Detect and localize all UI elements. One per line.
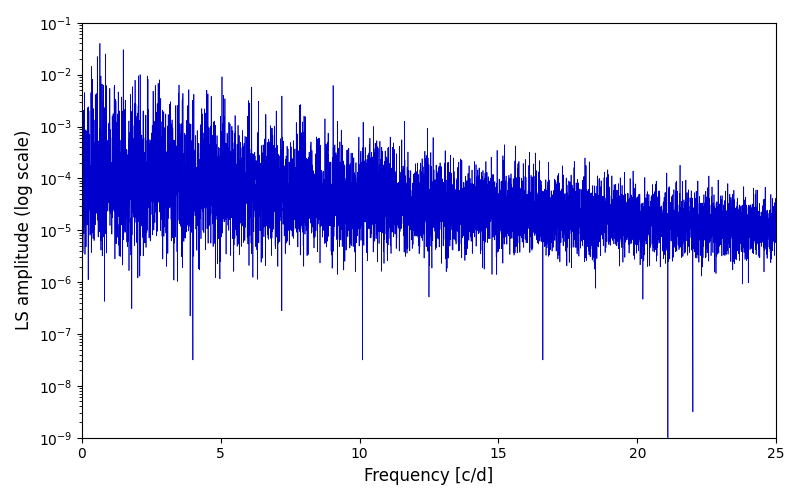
X-axis label: Frequency [c/d]: Frequency [c/d]: [364, 467, 494, 485]
Y-axis label: LS amplitude (log scale): LS amplitude (log scale): [15, 130, 33, 330]
